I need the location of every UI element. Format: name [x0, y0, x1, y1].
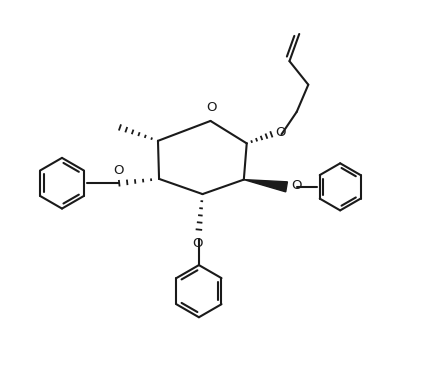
Text: O: O: [113, 164, 124, 177]
Text: O: O: [192, 237, 203, 250]
Text: O: O: [276, 126, 286, 139]
Polygon shape: [244, 180, 288, 192]
Text: O: O: [206, 101, 216, 114]
Text: O: O: [291, 179, 302, 192]
